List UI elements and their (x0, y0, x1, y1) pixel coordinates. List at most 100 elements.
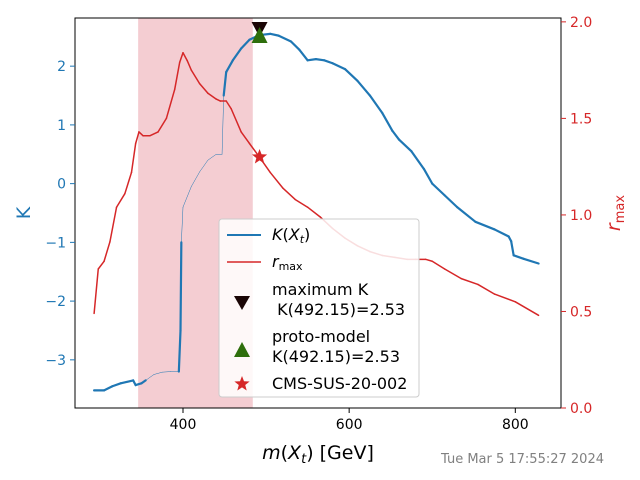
series-segment (111, 382, 122, 388)
series-segment (182, 186, 192, 208)
left-tick-label: 2 (57, 59, 66, 75)
x-axis-label: m(Xt) [GeV] (262, 442, 374, 467)
series-segment (410, 150, 426, 171)
legend: K(Xt) rmax maximum K K(492.15)=2.53 prot… (218, 218, 420, 398)
left-tick-label: −1 (45, 235, 66, 251)
series-segment (181, 206, 184, 243)
series-segment (477, 283, 496, 295)
series-segment (343, 67, 359, 82)
down-triangle-icon (234, 296, 250, 310)
series-segment (431, 182, 446, 197)
series-segment (102, 385, 114, 392)
legend-entry-cms: CMS-SUS-20-002 (234, 374, 407, 393)
series-segment (231, 47, 243, 62)
plot-frame (74, 17, 562, 409)
series-segment (294, 198, 309, 208)
x-tick-label: 800 (502, 417, 529, 433)
series-segment (198, 82, 209, 95)
legend-box (218, 218, 420, 398)
series-segment (522, 257, 540, 265)
series-segment (510, 240, 515, 257)
series-segment (115, 192, 126, 208)
right-tick-label: 0.5 (570, 304, 592, 320)
right-tick-label: 1.5 (570, 111, 592, 127)
series-segment (124, 171, 133, 195)
series-segment (149, 131, 159, 137)
series-segment (221, 95, 224, 155)
series-segment (460, 277, 479, 286)
series-segment (289, 40, 301, 51)
series-segment (443, 268, 463, 280)
series-segment (177, 329, 182, 373)
x-tick-label: 400 (170, 417, 197, 433)
series-segment (474, 220, 496, 231)
series-segment (431, 260, 446, 270)
series-segment (182, 52, 188, 62)
series-segment (424, 258, 433, 263)
series-segment (130, 142, 137, 174)
series-segment (157, 117, 168, 133)
series-segment (207, 154, 217, 161)
series-segment (109, 206, 118, 243)
svg-text:K(Xt): K(Xt) (272, 225, 310, 246)
series-layer (93, 32, 540, 392)
series-segment (191, 171, 200, 187)
left-axis-label: K (13, 206, 35, 219)
series-segment (443, 194, 459, 209)
series-segment (153, 371, 163, 375)
svg-text:rmax: rmax (272, 252, 303, 273)
series-segment (493, 228, 510, 238)
series-segment (422, 167, 434, 185)
series-segment (186, 59, 193, 71)
series-segment (138, 131, 144, 137)
series-segment (456, 206, 477, 223)
left-tick-label: −2 (45, 294, 66, 310)
series-segment (277, 34, 293, 43)
series-segment (173, 61, 181, 91)
series-segment (281, 187, 296, 201)
series-segment (230, 107, 242, 133)
right-axis-label: rmax (603, 195, 628, 231)
left-tick-label: 1 (57, 118, 66, 134)
series-segment (269, 171, 284, 189)
series-segment (199, 159, 209, 173)
series-segment (323, 59, 334, 65)
series-k (93, 32, 540, 392)
series-segment (161, 371, 171, 373)
series-segment (225, 59, 234, 74)
timestamp: Tue Mar 5 17:55:27 2024 (440, 452, 604, 467)
right-tick-label: 2.0 (570, 15, 592, 31)
series-segment (306, 206, 321, 218)
series-segment (225, 100, 232, 110)
legend-entry-maxk: maximum K K(492.15)=2.53 (234, 280, 405, 319)
series-segment (493, 293, 517, 303)
x-axis-ticks: 400 600 800 (170, 408, 529, 433)
series-segment (134, 131, 140, 145)
series-segment (178, 52, 184, 64)
series-segment (356, 79, 372, 97)
left-axis-ticks: −3 −2 −1 0 1 2 (45, 59, 75, 369)
cms-marker (251, 149, 268, 164)
right-tick-label: 0.0 (570, 401, 592, 417)
series-segment (512, 254, 525, 260)
series-segment (391, 129, 401, 141)
series-segment (103, 241, 111, 263)
marker-layer (251, 22, 268, 164)
series-segment (368, 94, 384, 115)
proto-model-marker (251, 27, 268, 44)
series-segment (240, 38, 251, 50)
series-segment (165, 88, 176, 120)
series-segment (145, 374, 155, 381)
series-segment (514, 301, 540, 317)
right-axis-ticks: 0.0 0.5 1.0 1.5 2.0 (561, 15, 592, 417)
series-segment (119, 379, 135, 385)
series-segment (207, 92, 217, 100)
series-segment (215, 98, 222, 102)
svg-text:maximum K K(492.15)=2.53: maximum K K(492.15)=2.53 (272, 280, 405, 319)
series-segment (306, 58, 318, 62)
right-tick-label: 1.0 (570, 208, 592, 224)
series-segment (179, 241, 183, 332)
series-segment (240, 131, 251, 145)
